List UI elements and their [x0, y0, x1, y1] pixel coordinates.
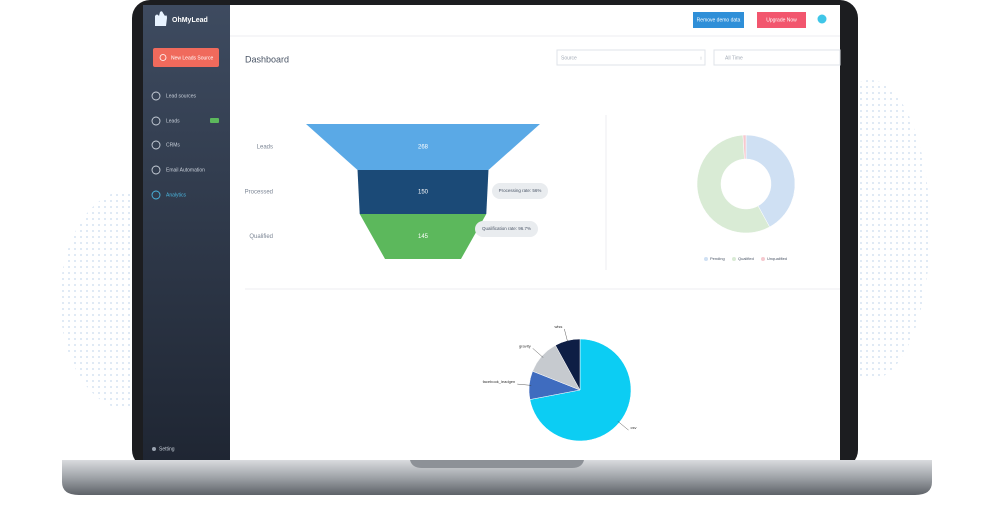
sidebar — [143, 5, 230, 460]
remove-demo-label: Remove demo data — [697, 17, 741, 23]
menu-icon — [151, 91, 161, 101]
notch — [410, 460, 584, 468]
slice — [696, 134, 770, 234]
menu-item[interactable]: Leads — [166, 118, 180, 124]
time-select[interactable] — [713, 49, 841, 66]
new-source-label: New Leads Source — [171, 55, 213, 61]
slice-label: facebook_leadgen — [483, 379, 516, 384]
avatar[interactable] — [817, 14, 827, 24]
new-source-button[interactable] — [153, 48, 219, 67]
funnel-value: 150 — [418, 190, 429, 196]
laptop-base — [62, 460, 932, 495]
leader-line — [517, 383, 532, 386]
menu-icon — [151, 140, 161, 150]
funnel-category: Qualified — [249, 234, 273, 240]
rate-pill — [492, 183, 548, 199]
source-select-text: Source — [561, 55, 577, 61]
menu-item[interactable]: Analytics — [166, 192, 187, 198]
funnel-value: 145 — [418, 234, 429, 240]
legend-swatch — [704, 257, 708, 261]
settings-icon — [152, 447, 156, 451]
funnel-segment — [359, 214, 487, 259]
time-select-text: All Time — [725, 55, 743, 61]
funnel-category: Leads — [257, 145, 273, 151]
legend-label: Qualified — [738, 256, 754, 261]
slice-label: csv — [631, 425, 637, 430]
settings-link[interactable]: Setting — [159, 446, 175, 452]
logo-icon — [155, 11, 167, 26]
funnel-segment — [357, 170, 489, 214]
rate-annotation: Processing rate: 56% — [499, 188, 542, 193]
leader-line — [532, 348, 544, 358]
logo-text: OhMyLead — [172, 17, 208, 24]
upgrade-button[interactable] — [757, 12, 806, 28]
slice — [745, 134, 796, 228]
legend-label: Pending — [710, 256, 725, 261]
remove-demo-button[interactable] — [693, 12, 744, 28]
leads-badge — [210, 118, 219, 123]
slice — [742, 134, 747, 160]
menu-icon — [151, 190, 161, 200]
upgrade-label: Upgrade Now — [766, 17, 797, 23]
select-arrow: ↕ — [700, 55, 703, 61]
slice-label: wlss — [555, 324, 563, 329]
rate-pill — [475, 221, 538, 237]
plus-icon — [159, 54, 167, 61]
funnel-segment — [306, 124, 540, 170]
menu-item[interactable]: Email Automation — [166, 167, 205, 173]
funnel-value: 268 — [418, 145, 429, 151]
source-select[interactable] — [556, 49, 706, 66]
legend-swatch — [761, 257, 765, 261]
menu-item[interactable]: Lead sources — [166, 93, 197, 99]
funnel-category: Processed — [245, 190, 273, 196]
menu-icon — [151, 165, 161, 175]
leader-line — [564, 328, 569, 343]
page-title: Dashboard — [245, 54, 289, 64]
leader-line — [617, 421, 629, 431]
menu-item[interactable]: CRMs — [166, 142, 180, 148]
slice-label: gravity — [519, 343, 531, 348]
rate-annotation: Qualification rate: 96.7% — [482, 226, 531, 231]
legend-swatch — [732, 257, 736, 261]
legend-label: Unqualified — [767, 256, 787, 261]
menu-icon — [151, 116, 161, 126]
